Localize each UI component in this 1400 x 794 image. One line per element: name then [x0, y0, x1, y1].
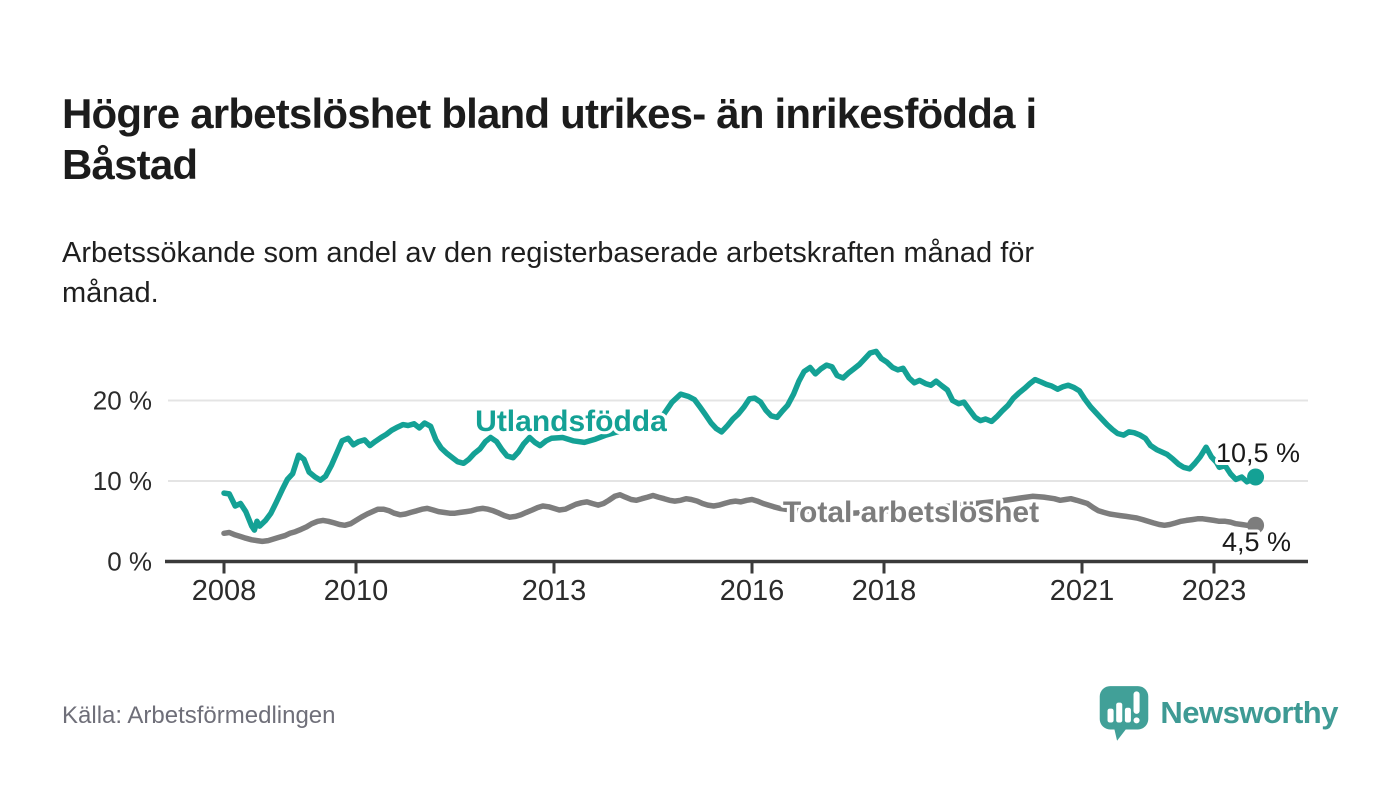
end-value-label-total: 4,5 % [1222, 527, 1291, 557]
newsworthy-wordmark: Newsworthy [1160, 695, 1338, 730]
series-end-dot-utlandsfodda [1247, 468, 1265, 486]
series-label-total-arbetsloshet: Total arbetslöshet [783, 496, 1039, 529]
x-tick-label: 2016 [720, 575, 785, 607]
exclamation-bar [1133, 691, 1140, 714]
y-tick-label: 10 % [93, 466, 152, 496]
gridlines: 0 % 10 % 20 % [93, 386, 1308, 577]
series-end-dot-total [1247, 516, 1265, 534]
end-value-label-utlandsfodda: 10,5 % [1216, 438, 1300, 468]
axes: 2008 2010 2013 2016 2018 2021 2023 [165, 559, 1308, 607]
newsworthy-brand: Newsworthy [1098, 682, 1338, 744]
y-tick-label: 0 % [107, 547, 152, 577]
x-tick-label: 2021 [1050, 575, 1115, 607]
page-title: Högre arbetslöshet bland utrikes- än inr… [62, 90, 1037, 189]
series-line-total [221, 491, 1259, 545]
chart-subtitle: Arbetssökande som andel av den registerb… [62, 237, 1035, 310]
bar-chart-glyph [1107, 691, 1140, 724]
x-tick-label: 2008 [192, 575, 257, 607]
x-tick-label: 2013 [522, 575, 587, 607]
speech-bubble-shape [1100, 686, 1149, 741]
series-label-utlandsfodda: Utlandsfödda [475, 405, 667, 438]
series-lines [221, 348, 1265, 545]
chart-labels: Utlandsfödda Total arbetslöshet 10,5 % 4… [472, 402, 1303, 560]
x-tick-label: 2018 [852, 575, 917, 607]
source-note: Källa: Arbetsförmedlingen [62, 702, 336, 729]
series-line-utlandsfodda [221, 348, 1259, 533]
exclamation-dot [1133, 717, 1140, 724]
x-tick-label: 2023 [1182, 575, 1247, 607]
y-tick-label: 20 % [93, 386, 152, 416]
x-tick-label: 2010 [324, 575, 389, 607]
newsworthy-logo-icon [1100, 686, 1149, 741]
